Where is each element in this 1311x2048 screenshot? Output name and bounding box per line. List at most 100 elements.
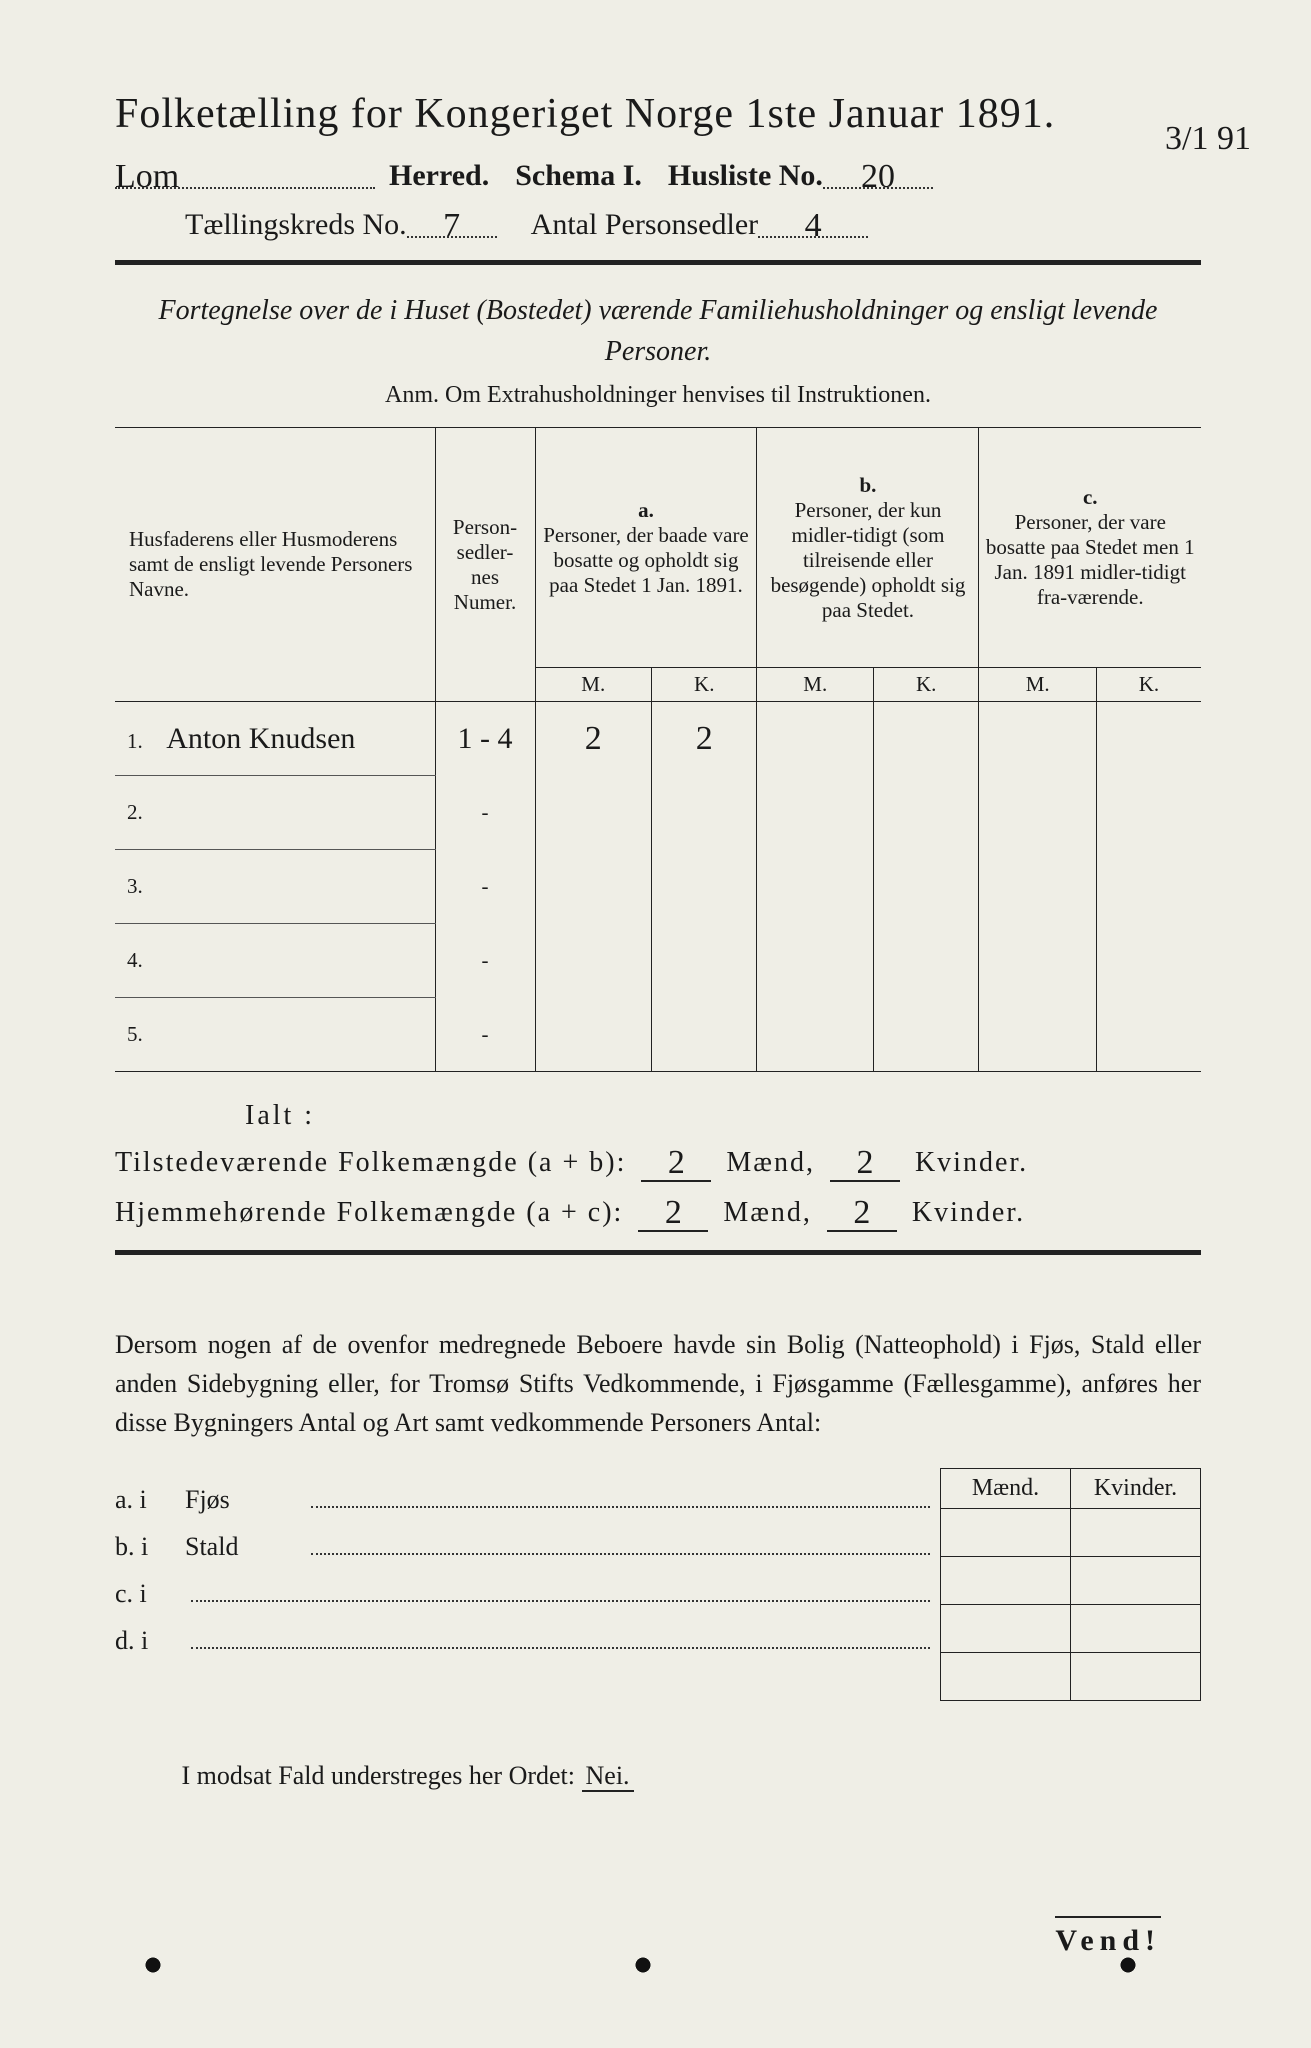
title-text: Folketælling for Kongeriget Norge 1ste J… — [115, 91, 1055, 137]
cell-b-k — [874, 702, 979, 776]
table-row: 5. - — [115, 998, 1201, 1072]
rule-1 — [115, 260, 1201, 265]
kvinder-label-2: Kvinder. — [912, 1197, 1025, 1228]
col-name-header: Husfaderens eller Husmoderens samt de en… — [115, 428, 435, 702]
census-form-page: Folketælling for Kongeriget Norge 1ste J… — [0, 0, 1311, 2048]
lower-table: Mænd. Kvinder. — [940, 1468, 1201, 1701]
lower-lab2: Fjøs — [185, 1485, 305, 1515]
lower-cell — [1071, 1653, 1201, 1701]
lower-lab: c. i — [115, 1579, 185, 1609]
tot1-label: Tilstedeværende Folkemængde (a + b): — [115, 1147, 626, 1178]
husliste-label: Husliste No. — [668, 159, 823, 193]
cell-c-m — [979, 702, 1096, 776]
row-pnum: - — [435, 776, 535, 850]
lower-cell — [941, 1557, 1071, 1605]
table-row: 3. - — [115, 850, 1201, 924]
lower-cell — [1071, 1605, 1201, 1653]
husliste-value: 20 — [861, 158, 895, 195]
cell-b-m — [757, 702, 874, 776]
kreds-value: 7 — [443, 207, 460, 244]
row-pnum: - — [435, 998, 535, 1072]
row-num: 1. — [127, 729, 161, 754]
mk-b-k: K. — [874, 668, 979, 702]
row-pnum: - — [435, 850, 535, 924]
row-name: Anton Knudsen — [166, 722, 355, 755]
paragraph-text: Dersom nogen af de ovenfor medregnede Be… — [115, 1325, 1201, 1442]
totals-block: Ialt : Tilstedeværende Folkemængde (a + … — [115, 1100, 1201, 1232]
cell-a-k: 2 — [696, 720, 713, 757]
punch-hole-icon — [630, 1952, 656, 1978]
tot2-k: 2 — [853, 1194, 870, 1231]
modsat-text: I modsat Fald understreges her Ordet: — [182, 1761, 576, 1790]
page-title: Folketælling for Kongeriget Norge 1ste J… — [115, 90, 1201, 138]
sedler-label: Antal Personsedler — [531, 208, 758, 242]
tot2-m: 2 — [665, 1194, 682, 1231]
col-a-head: a. — [542, 498, 751, 523]
tot2-label: Hjemmehørende Folkemængde (a + c): — [115, 1197, 623, 1228]
col-num-header: Person- sedler- nes Numer. — [435, 428, 535, 702]
col-b-text: Personer, der kun midler-tidigt (som til… — [763, 498, 972, 623]
herred-label: Herred. — [389, 159, 489, 193]
lower-lab: a. i — [115, 1485, 185, 1515]
lower-row: b. i Stald — [115, 1529, 930, 1562]
table-row: 2. - — [115, 776, 1201, 850]
lower-lab2: Stald — [185, 1532, 305, 1562]
col-c-text: Personer, der vare bosatte paa Stedet me… — [985, 510, 1195, 610]
lower-cell — [941, 1653, 1071, 1701]
corner-date: 3/1 91 — [1165, 120, 1251, 158]
herred-value: Lom — [115, 158, 179, 195]
row-num: 5. — [127, 1022, 161, 1047]
row-num: 2. — [127, 800, 161, 825]
table-row: 1. Anton Knudsen 1 - 4 2 2 — [115, 702, 1201, 776]
schema-label: Schema I. — [515, 159, 642, 193]
ialt-label: Ialt : — [245, 1100, 1201, 1132]
lower-cell — [1071, 1509, 1201, 1557]
punch-hole-icon — [1115, 1952, 1141, 1978]
maend-label: Mænd, — [726, 1147, 815, 1178]
table-row: 4. - — [115, 924, 1201, 998]
dots — [191, 1623, 930, 1649]
modsat-line: I modsat Fald understreges her Ordet: Ne… — [115, 1761, 1201, 1791]
rule-2 — [115, 1250, 1201, 1255]
lower-block: a. i Fjøs b. i Stald c. i d. i Mænd. K — [115, 1468, 1201, 1701]
lower-cell — [941, 1509, 1071, 1557]
col-b-head: b. — [763, 473, 972, 498]
mk-b-m: M. — [757, 668, 874, 702]
punch-hole-icon — [140, 1952, 166, 1978]
cell-c-k — [1096, 702, 1201, 776]
col-a-text: Personer, der baade vare bosatte og opho… — [542, 523, 751, 598]
kreds-label: Tællingskreds No. — [185, 208, 407, 242]
header-line-1: Lom Herred. Schema I. Husliste No. 20 — [115, 156, 1201, 193]
kvinder-label: Kvinder. — [915, 1147, 1028, 1178]
instruction-text: Fortegnelse over de i Huset (Bostedet) v… — [155, 291, 1161, 372]
dots — [311, 1482, 930, 1508]
mk-a-m: M. — [535, 668, 652, 702]
lower-lab: d. i — [115, 1626, 185, 1656]
tot1-k: 2 — [856, 1144, 873, 1181]
lower-row: d. i — [115, 1623, 930, 1656]
dots — [311, 1529, 930, 1555]
row-num: 4. — [127, 948, 161, 973]
row-pnum: 1 - 4 — [458, 722, 513, 755]
row-pnum: - — [435, 924, 535, 998]
cell-a-m: 2 — [585, 720, 602, 757]
tot1-m: 2 — [668, 1144, 685, 1181]
col-c-head: c. — [985, 485, 1195, 510]
main-table: Husfaderens eller Husmoderens samt de en… — [115, 427, 1201, 1072]
dots — [191, 1576, 930, 1602]
lower-cell — [941, 1605, 1071, 1653]
mk-a-k: K. — [652, 668, 757, 702]
nei-word: Nei. — [582, 1761, 634, 1792]
lower-lab: b. i — [115, 1532, 185, 1562]
anm-text: Anm. Om Extrahusholdninger henvises til … — [115, 382, 1201, 409]
lower-head-m: Mænd. — [941, 1469, 1071, 1509]
lower-row: c. i — [115, 1576, 930, 1609]
sedler-value: 4 — [805, 207, 822, 244]
lower-head-k: Kvinder. — [1071, 1469, 1201, 1509]
header-line-2: Tællingskreds No. 7 Antal Personsedler 4 — [115, 205, 1201, 242]
maend-label-2: Mænd, — [723, 1197, 812, 1228]
lower-cell — [1071, 1557, 1201, 1605]
row-num: 3. — [127, 874, 161, 899]
lower-row: a. i Fjøs — [115, 1482, 930, 1515]
lower-left: a. i Fjøs b. i Stald c. i d. i — [115, 1468, 930, 1701]
